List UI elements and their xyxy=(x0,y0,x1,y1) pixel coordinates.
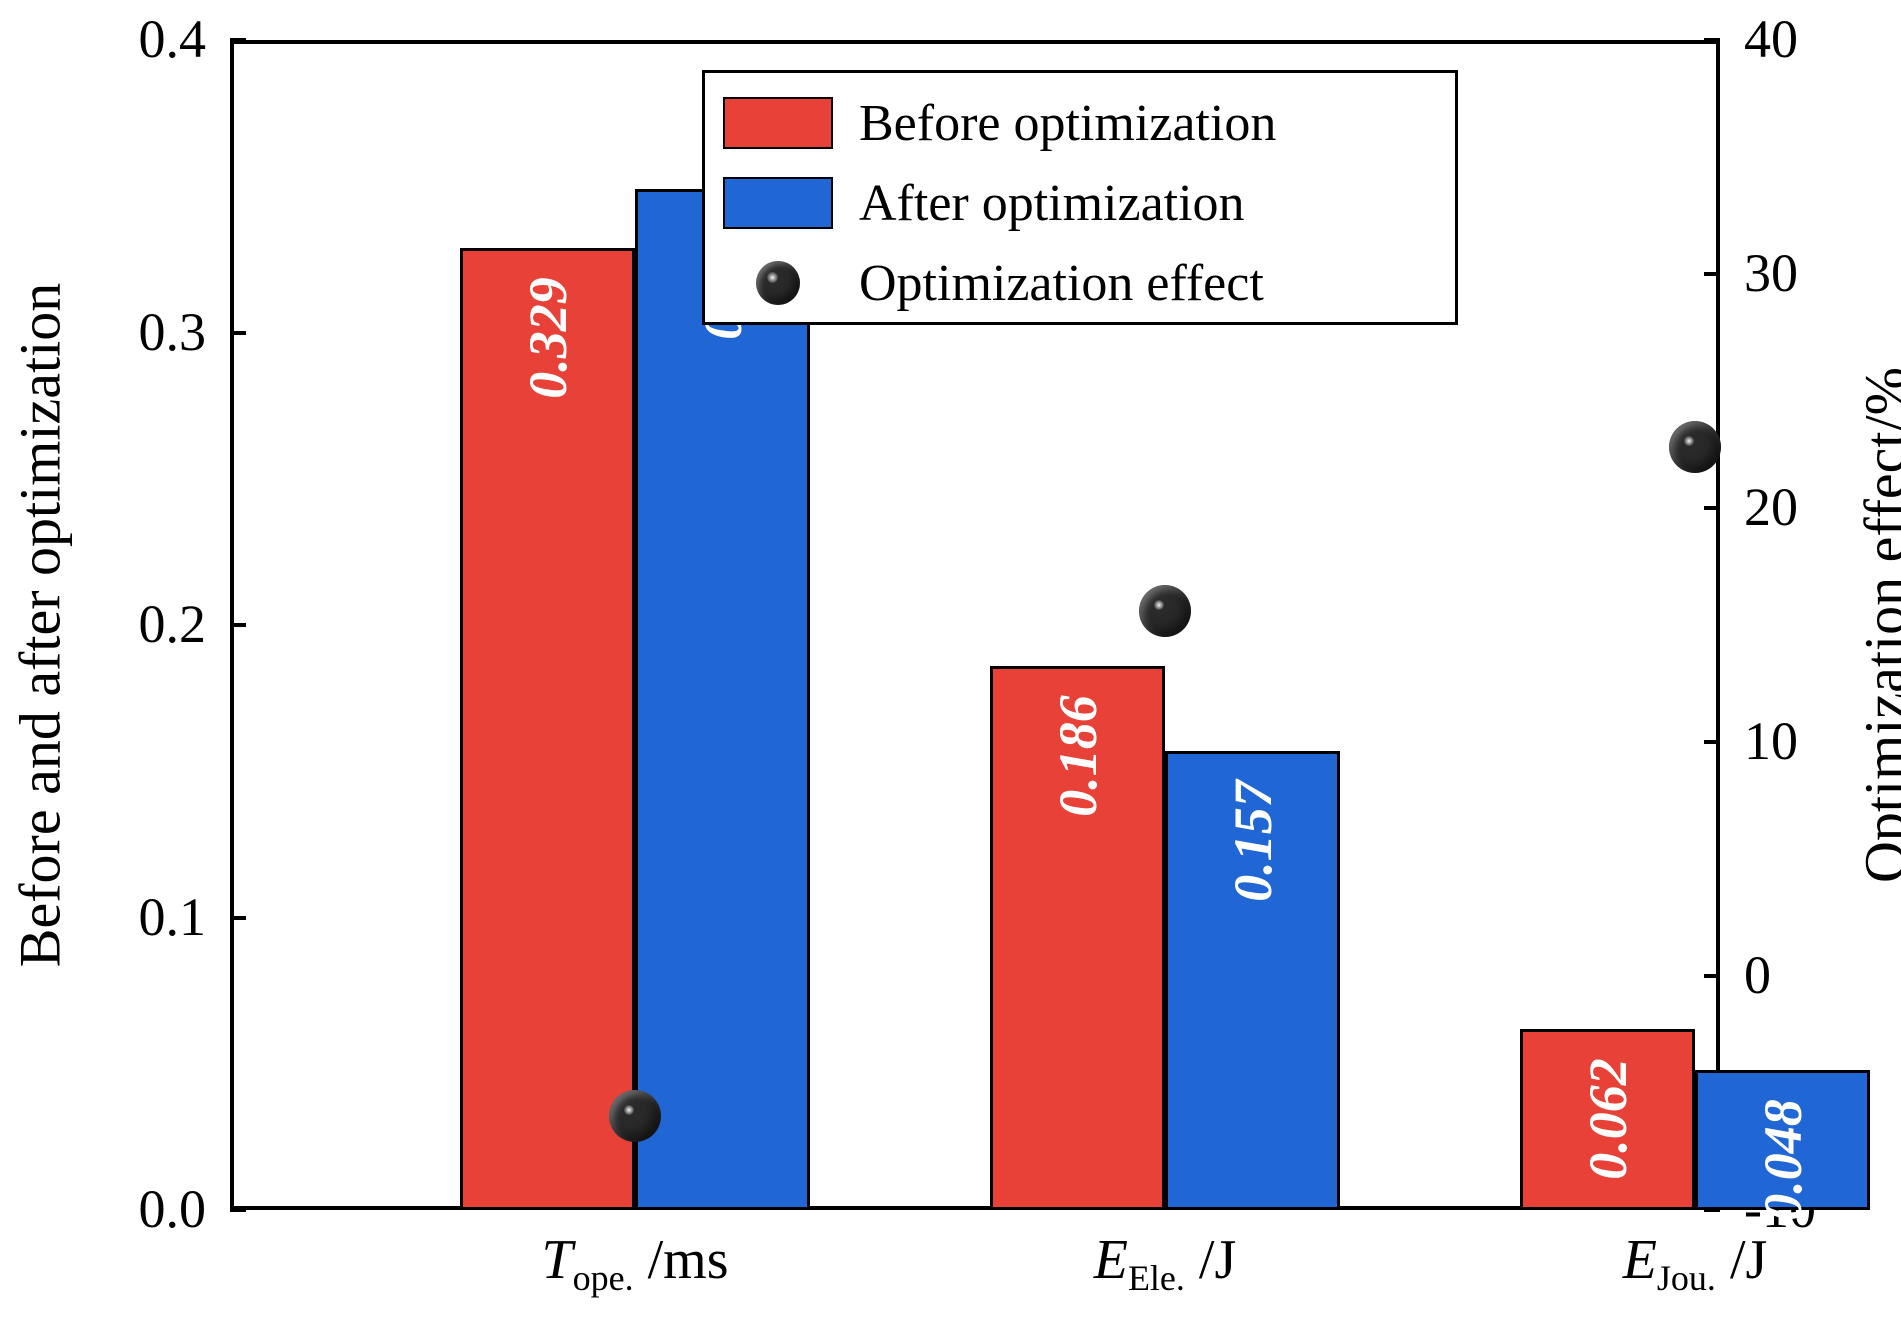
y-left-tick xyxy=(230,1208,246,1212)
legend-label: Optimization effect xyxy=(859,254,1264,313)
y-right-tick-label: 30 xyxy=(1744,242,1798,304)
legend-swatch xyxy=(723,177,833,229)
y-left-tick-label: 0.1 xyxy=(139,886,207,948)
legend-row: Optimization effect xyxy=(723,243,1437,323)
bar-value-label: 0.186 xyxy=(1047,695,1109,817)
y-left-tick-label: 0.0 xyxy=(139,1178,207,1240)
legend-row: After optimization xyxy=(723,163,1437,243)
y-right-tick-label: 0 xyxy=(1744,944,1771,1006)
x-category-label: EJou. /J xyxy=(1623,1228,1768,1299)
y-left-tick-label: 0.3 xyxy=(139,301,207,363)
x-category-label: Tope. /ms xyxy=(541,1228,728,1299)
legend-row: Before optimization xyxy=(723,83,1437,163)
y-axis-label-right: Optimization effect/% xyxy=(1852,367,1901,883)
y-right-tick xyxy=(1704,740,1720,744)
y-right-tick-label: 20 xyxy=(1744,476,1798,538)
optimization-effect-point xyxy=(1669,421,1721,473)
legend-label: Before optimization xyxy=(859,94,1276,153)
legend-label: After optimization xyxy=(859,174,1245,233)
y-axis-label-left: Before and after optimization xyxy=(7,283,74,967)
y-right-tick xyxy=(1704,272,1720,276)
legend-swatch xyxy=(723,97,833,149)
y-right-tick xyxy=(1704,506,1720,510)
legend-marker xyxy=(756,261,800,305)
x-category-label: EEle. /J xyxy=(1094,1228,1237,1299)
y-left-tick-label: 0.4 xyxy=(139,8,207,70)
y-right-tick xyxy=(1704,38,1720,42)
y-right-tick-label: 10 xyxy=(1744,710,1798,772)
bar-value-label: 0.329 xyxy=(517,277,579,399)
y-left-tick-label: 0.2 xyxy=(139,593,207,655)
optimization-effect-point xyxy=(609,1090,661,1142)
chart: Before and after optimization Optimizati… xyxy=(0,0,1901,1336)
bar-after xyxy=(635,189,810,1210)
y-right-tick xyxy=(1704,974,1720,978)
bar-value-label: 0.048 xyxy=(1752,1099,1814,1221)
bar-value-label: 0.157 xyxy=(1222,780,1284,902)
legend: Before optimization After optimization Opt… xyxy=(702,70,1458,325)
bar-value-label: 0.062 xyxy=(1577,1058,1639,1180)
y-left-tick xyxy=(230,331,246,335)
y-left-tick xyxy=(230,916,246,920)
optimization-effect-point xyxy=(1139,585,1191,637)
y-left-tick xyxy=(230,623,246,627)
y-right-tick-label: 40 xyxy=(1744,8,1798,70)
y-left-tick xyxy=(230,38,246,42)
